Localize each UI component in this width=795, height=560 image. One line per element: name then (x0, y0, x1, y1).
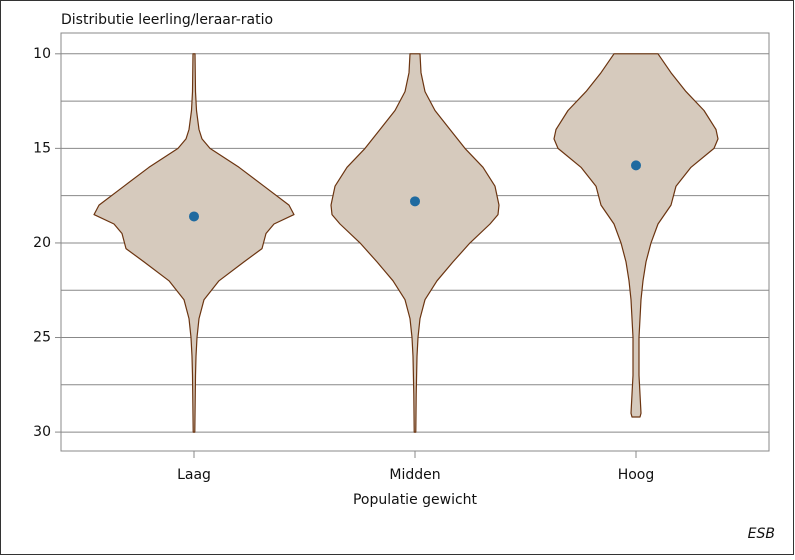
violin (93, 53, 295, 433)
mean-point (189, 211, 199, 222)
x-tick-label: Laag (177, 467, 211, 483)
y-tick-label: 10 (33, 46, 51, 62)
source: ESB (748, 526, 775, 542)
y-tick-label: 15 (33, 140, 51, 156)
violin (330, 53, 500, 433)
y-tick-label: 25 (33, 330, 51, 346)
x-tick-label: Hoog (618, 467, 655, 483)
y-tick-label: 20 (33, 235, 51, 251)
chart-title: Distributie leerling/leraar-ratio (61, 12, 273, 28)
x-tick-label: Midden (389, 467, 440, 483)
mean-point (631, 160, 641, 171)
x-axis-label: Populatie gewicht (353, 492, 478, 508)
violin (553, 53, 719, 418)
mean-point (410, 196, 420, 207)
y-tick-label: 30 (33, 424, 51, 440)
